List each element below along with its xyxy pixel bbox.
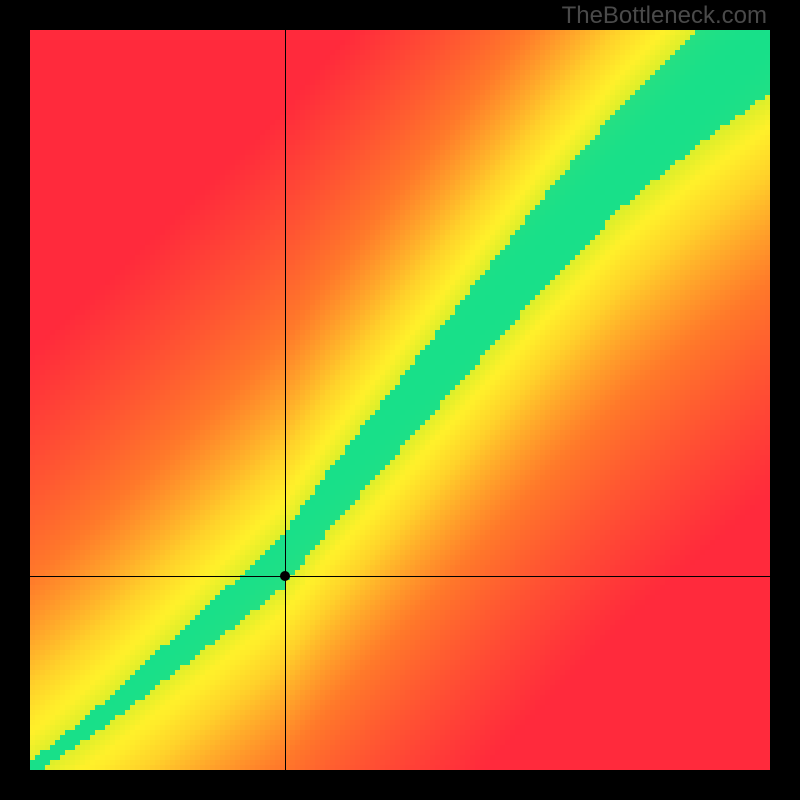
heatmap-canvas [30, 30, 770, 770]
outer-frame: TheBottleneck.com [0, 0, 800, 800]
crosshair-vertical [285, 30, 286, 770]
crosshair-horizontal [30, 576, 770, 577]
watermark-text: TheBottleneck.com [562, 2, 767, 30]
heatmap-plot [30, 30, 770, 770]
